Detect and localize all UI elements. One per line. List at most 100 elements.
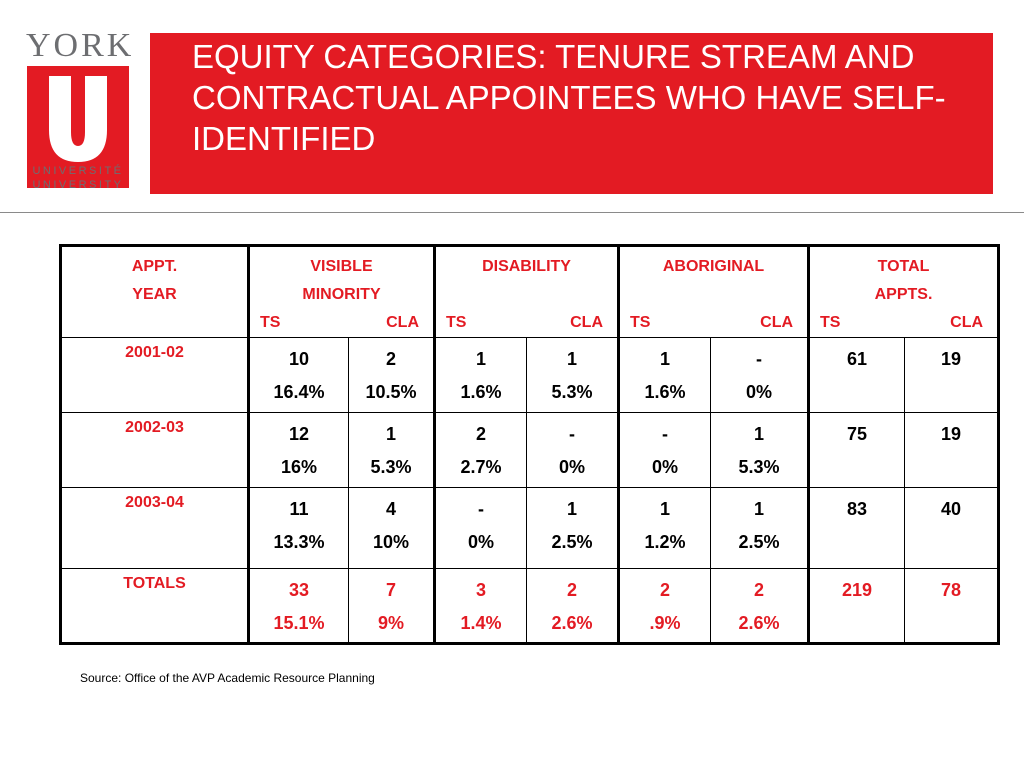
cell-count: 1 (567, 349, 578, 369)
header-total-subcols: TS CLA (810, 309, 997, 337)
table-row: 2002-03 12 16% 1 5.3% 2 2.7% -0% -0% 1 5.3% … (60, 412, 1000, 488)
cell-percent: 1.4% (460, 613, 502, 633)
header-vm-ts: TS (260, 314, 281, 331)
header-appt-year: APPT. YEAR (60, 245, 249, 338)
cell-count: 12 (288, 424, 310, 444)
cell-percent: 2.6% (551, 613, 593, 633)
cell-count: - (569, 424, 575, 444)
cell-dis-cla: - 0% (525, 412, 620, 488)
cell-count: 7 (385, 580, 396, 600)
cell-abo-ts: 1 1.2% (617, 487, 712, 569)
row-year: 2002-03 (60, 412, 249, 488)
cell-vm-ts: 11 13.3% (247, 487, 349, 569)
cell-percent: 1.2% (644, 532, 686, 552)
total-abo-cla: 2 2.6% (710, 568, 810, 644)
header-total-line-1: TOTAL (877, 258, 930, 275)
totals-label: TOTALS (60, 568, 249, 644)
cell-percent: 15.1% (273, 613, 325, 633)
row-year: 2003-04 (60, 487, 249, 569)
header-dis-cla: CLA (570, 314, 604, 331)
cell-count: 2 (385, 349, 396, 369)
cell-dis-ts: 1 1.6% (433, 337, 527, 413)
cell-abo-cla: 1 5.3% (710, 412, 810, 488)
york-university-logo: YORK UNIVERSITÉ UNIVERSITY (22, 28, 134, 204)
header-vm-subcols: TS CLA (250, 309, 433, 337)
cell-percent: 0% (467, 532, 494, 552)
cell-count: 33 (288, 580, 310, 600)
header-total-ts: TS (820, 314, 841, 331)
cell-percent: 2.7% (460, 457, 502, 477)
header-total-line-2: APPTS. (874, 286, 933, 303)
cell-percent: 0% (746, 382, 773, 402)
totals-row: TOTALS 33 15.1% 7 9% 3 1.4% 2 2.6% 2 .9% 2 2.6… (60, 568, 1000, 644)
cell-count: 1 (385, 424, 396, 444)
cell-vm-ts: 10 16.4% (247, 337, 349, 413)
header-vm-line-2: MINORITY (302, 286, 381, 303)
cell-total-cla: 19 (904, 337, 1000, 413)
cell-count: 2 (754, 580, 765, 600)
cell-percent: 5.3% (370, 457, 412, 477)
total-vm-cla: 7 9% (348, 568, 435, 644)
cell-count: - (756, 349, 763, 369)
cell-vm-cla: 4 10% (348, 487, 435, 569)
header-abo-line-1: ABORIGINAL (662, 258, 765, 275)
total-vm-ts: 33 15.1% (247, 568, 349, 644)
cell-vm-cla: 1 5.3% (348, 412, 435, 488)
u-mark-icon (49, 76, 107, 162)
header-dis-spacer (436, 281, 617, 309)
cell-percent: 0% (652, 457, 679, 477)
cell-percent: 13.3% (273, 532, 325, 552)
cell-count: 1 (660, 349, 671, 369)
cell-abo-cla: 1 2.5% (710, 487, 810, 569)
cell-dis-ts: 2 2.7% (433, 412, 527, 488)
cell-percent: 0% (559, 457, 586, 477)
logo-universite-text: UNIVERSITÉ (32, 165, 124, 177)
header-abo-subcols: TS CLA (620, 309, 807, 337)
total-abo-ts: 2 .9% (617, 568, 712, 644)
cell-percent: 10.5% (365, 382, 417, 402)
header-dis-ts: TS (446, 314, 467, 331)
total-dis-cla: 2 2.6% (525, 568, 620, 644)
header-aboriginal: ABORIGINAL TS CLA (617, 245, 810, 338)
header-vm-line-1: VISIBLE (310, 258, 373, 275)
logo-wordmark-york: YORK (26, 27, 135, 64)
header-disability: DISABILITY TS CLA (432, 245, 620, 338)
cell-percent: 2.5% (551, 532, 593, 552)
cell-count: 10 (288, 349, 310, 369)
cell-count: 4 (385, 499, 396, 519)
cell-abo-ts: 1 1.6% (617, 337, 712, 413)
cell-count: 1 (475, 349, 486, 369)
cell-percent: 10% (372, 532, 410, 552)
header-abo-cla: CLA (760, 314, 794, 331)
cell-count: 2 (475, 424, 486, 444)
cell-percent: 2.5% (738, 532, 780, 552)
cell-dis-cla: 1 5.3% (525, 337, 620, 413)
cell-vm-cla: 2 10.5% (348, 337, 435, 413)
header-visible-minority: VISIBLE MINORITY TS CLA (247, 245, 435, 338)
cell-percent: .9% (649, 613, 681, 633)
cell-count: - (478, 499, 484, 519)
cell-total-cla: 40 (904, 487, 1000, 569)
total-appts-ts: 219 (807, 568, 906, 644)
total-dis-ts: 3 1.4% (433, 568, 527, 644)
header-dis-line-1: DISABILITY (482, 258, 571, 275)
cell-count: 2 (660, 580, 671, 600)
cell-total-ts: 61 (807, 337, 906, 413)
header-vm-cla: CLA (386, 314, 419, 331)
logo-u-mark (27, 66, 129, 188)
table-row: 2001-02 10 16.4% 2 10.5% 1 1.6% 1 5.3% 1 1.6%… (60, 337, 1000, 413)
cell-percent: 9% (377, 613, 404, 633)
header-abo-ts: TS (630, 314, 651, 331)
cell-dis-cla: 1 2.5% (525, 487, 620, 569)
cell-total-ts: 83 (807, 487, 906, 569)
cell-percent: 2.6% (738, 613, 780, 633)
logo-university-text: UNIVERSITY (32, 179, 124, 191)
title-banner: EQUITY CATEGORIES: TENURE STREAM AND CON… (150, 33, 993, 194)
cell-percent: 16.4% (273, 382, 325, 402)
cell-abo-ts: - 0% (617, 412, 712, 488)
row-year: 2001-02 (60, 337, 249, 413)
cell-count: - (662, 424, 669, 444)
cell-count: 3 (475, 580, 486, 600)
cell-percent: 5.3% (738, 457, 780, 477)
cell-count: 1 (754, 424, 765, 444)
